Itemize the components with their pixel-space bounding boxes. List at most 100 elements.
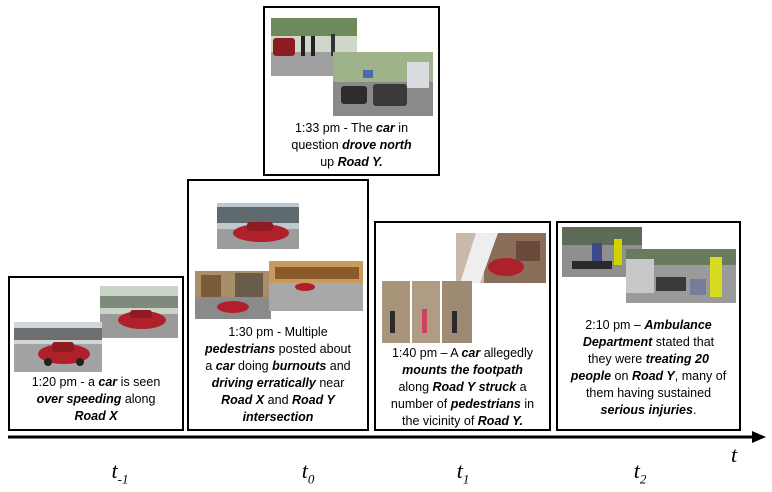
caption-text: question [291,138,343,152]
caption-emphasis: people [570,369,612,383]
caption-text: they were [588,352,646,366]
event-box-t1: 1:40 pm – A car allegedly mounts the foot… [374,221,551,431]
caption-line: number of pedestrians in [376,396,549,413]
caption-line: driving erratically near [189,375,367,392]
caption-emphasis: Road Y. [477,414,523,428]
caption-emphasis: Road X [221,393,265,407]
event-caption-t0-top: 1:33 pm - The car in question drove north… [265,120,438,171]
caption-text: number of [390,397,451,411]
event-box-t2: 2:10 pm – Ambulance Department stated tha… [556,221,741,431]
caption-emphasis: Department [582,335,653,349]
caption-emphasis: driving erratically [211,376,316,390]
caption-text: up [320,155,338,169]
caption-text: . [692,403,697,417]
caption-line: the vicinity of Road Y. [376,413,549,430]
caption-line: Department stated that [558,334,739,351]
caption-text: allegedly [480,346,534,360]
event-caption-t2: 2:10 pm – Ambulance Department stated tha… [558,317,739,419]
caption-text: in [394,121,409,135]
caption-emphasis: car [461,346,481,360]
caption-emphasis: treating 20 [645,352,709,366]
caption-text: them having sustained [585,386,712,400]
caption-text: posted about [275,342,351,356]
event-box-t-1: 1:20 pm - a car is seen over speeding alo… [8,276,184,431]
caption-line: question drove north [265,137,438,154]
caption-emphasis: intersection [242,410,314,424]
caption-emphasis: car [98,375,118,389]
timeline-axis-label: t [731,442,738,467]
caption-line: Road X and Road Y [189,392,367,409]
caption-text: 1:30 pm - Multiple [228,325,328,339]
photo-first-responders [626,249,736,303]
caption-line: people on Road Y, many of [558,368,739,385]
caption-text: stated that [652,335,715,349]
caption-text: along [121,392,156,406]
caption-line: a car doing burnouts and [189,358,367,375]
timeline-label-t1: t1 [456,458,470,487]
caption-text: is seen [117,375,161,389]
photo-car-on-footpath [456,233,546,283]
caption-line: Road X [10,408,182,425]
caption-text: 1:20 pm - a [31,375,99,389]
caption-line: intersection [189,409,367,426]
caption-emphasis: Ambulance [644,318,712,332]
caption-text: doing [234,359,273,373]
caption-text: 2:10 pm – [585,318,645,332]
photo-intersection-crowd [195,271,271,319]
timeline-label-t-1: t-1 [111,458,129,487]
caption-line: serious injuries. [558,402,739,419]
caption-text: and [326,359,351,373]
caption-line: mounts the footpath [376,362,549,379]
caption-text: 1:40 pm – A [391,346,462,360]
caption-emphasis: pedestrians [205,342,276,356]
caption-emphasis: burnouts [272,359,327,373]
caption-emphasis: drove north [342,138,412,152]
event-caption-t0: 1:30 pm - Multiple pedestrians posted abo… [189,324,367,426]
caption-emphasis: pedestrians [450,397,521,411]
caption-line: them having sustained [558,385,739,402]
timeline-axis [8,431,766,443]
caption-emphasis: Road Y [631,369,675,383]
caption-emphasis: car [215,359,235,373]
caption-text: a [205,359,216,373]
timeline-label-t2: t2 [633,458,647,487]
caption-emphasis: serious injuries [600,403,693,417]
caption-emphasis: car [376,121,395,135]
caption-text: , many of [674,369,727,383]
caption-text: in [520,397,535,411]
caption-emphasis: Road Y. [337,155,383,169]
caption-emphasis: Road Y struck [432,380,517,394]
photo-car-road-x-2 [14,322,102,372]
caption-line: they were treating 20 [558,351,739,368]
event-box-t0: 1:30 pm - Multiple pedestrians posted abo… [187,179,369,431]
caption-line: 2:10 pm – Ambulance [558,317,739,334]
caption-text: and [264,393,293,407]
caption-text: near [315,376,345,390]
photo-car-road-x-1 [100,286,178,338]
caption-emphasis: mounts the footpath [402,363,523,377]
caption-line: 1:20 pm - a car is seen [10,374,182,391]
caption-emphasis: Road Y [292,393,335,407]
caption-text: the vicinity of [402,414,478,428]
photo-traffic-road-y [333,52,433,116]
event-caption-t1: 1:40 pm – A car allegedly mounts the foot… [376,345,549,430]
caption-line: along Road Y struck a [376,379,549,396]
caption-line: 1:33 pm - The car in [265,120,438,137]
caption-line: up Road Y. [265,154,438,171]
caption-emphasis: Road X [74,409,118,423]
caption-line: 1:30 pm - Multiple [189,324,367,341]
photo-pedestrians-sequence [382,281,472,343]
caption-line: pedestrians posted about [189,341,367,358]
timeline-label-t0: t0 [301,458,315,487]
caption-emphasis: over speeding [36,392,122,406]
caption-text: along [398,380,433,394]
caption-text: on [611,369,632,383]
caption-text: a [516,380,527,394]
photo-red-car-burnout [217,203,299,249]
event-box-t0-top: 1:33 pm - The car in question drove north… [263,6,440,176]
photo-road-x-road-y [269,261,363,311]
event-caption-t-1: 1:20 pm - a car is seen over speeding alo… [10,374,182,425]
caption-line: 1:40 pm – A car allegedly [376,345,549,362]
caption-line: over speeding along [10,391,182,408]
caption-text: 1:33 pm - The [294,121,377,135]
